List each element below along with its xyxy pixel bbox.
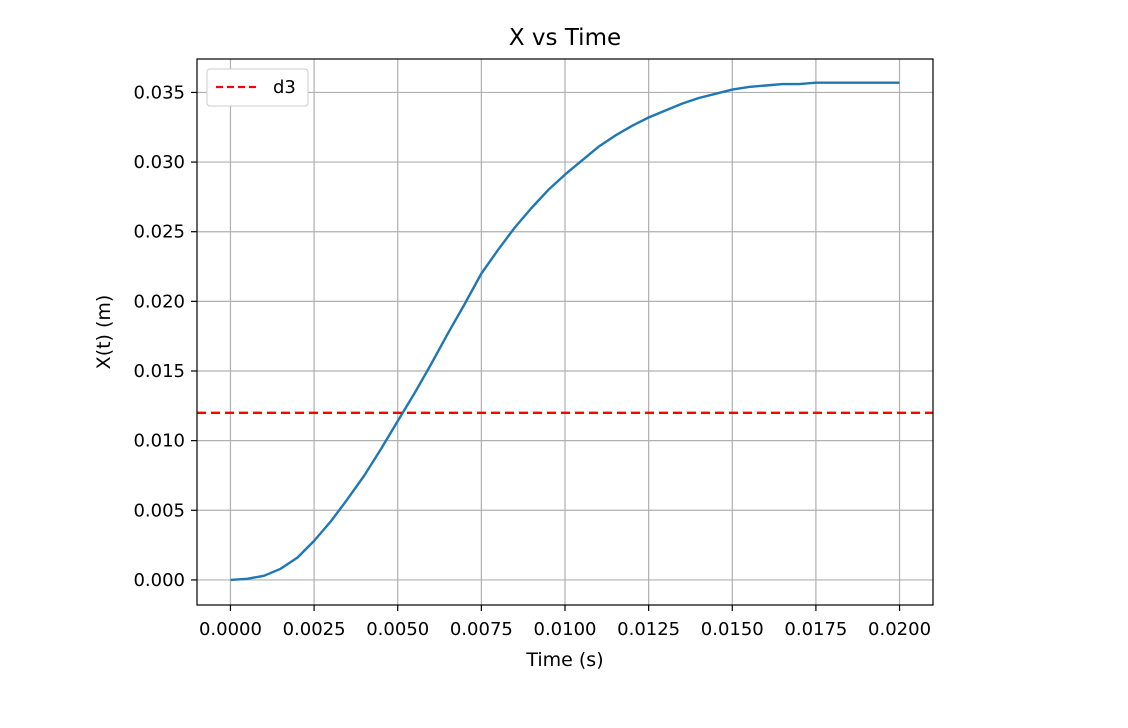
y-tick-label: 0.030	[133, 152, 185, 173]
x-tick-label: 0.0125	[617, 619, 680, 640]
legend-box	[206, 68, 309, 107]
x-tick-label: 0.0050	[366, 619, 429, 640]
x-tick-label: 0.0000	[199, 619, 262, 640]
y-tick-label: 0.010	[133, 431, 185, 452]
series-layer	[197, 81, 933, 582]
y-tick-label: 0.000	[133, 570, 185, 591]
x-tick-label: 0.0200	[868, 619, 931, 640]
y-tick-label: 0.015	[133, 361, 185, 382]
x-tick-label: 0.0150	[701, 619, 764, 640]
legend: d3	[206, 68, 309, 107]
x-axis-label: Time (s)	[525, 649, 603, 671]
y-tick-label: 0.035	[133, 82, 185, 103]
x-tick-label: 0.0175	[784, 619, 847, 640]
axis-ticks: 0.0000 0.0025 0.0050 0.0075 0.0100 0.0125 0.01…	[133, 82, 931, 640]
y-axis-label: X(t) (m)	[93, 295, 115, 370]
x-tick-label: 0.0100	[534, 619, 597, 640]
y-tick-label: 0.020	[133, 291, 185, 312]
chart-title: X vs Time	[509, 25, 621, 51]
y-tick-label: 0.025	[133, 222, 185, 243]
y-tick-label: 0.005	[133, 500, 185, 521]
x-tick-label: 0.0075	[450, 619, 513, 640]
grid-lines	[197, 59, 933, 605]
x-tick-label: 0.0025	[283, 619, 346, 640]
series-line-x-of-t	[230, 81, 900, 582]
legend-label-d3: d3	[273, 77, 296, 98]
